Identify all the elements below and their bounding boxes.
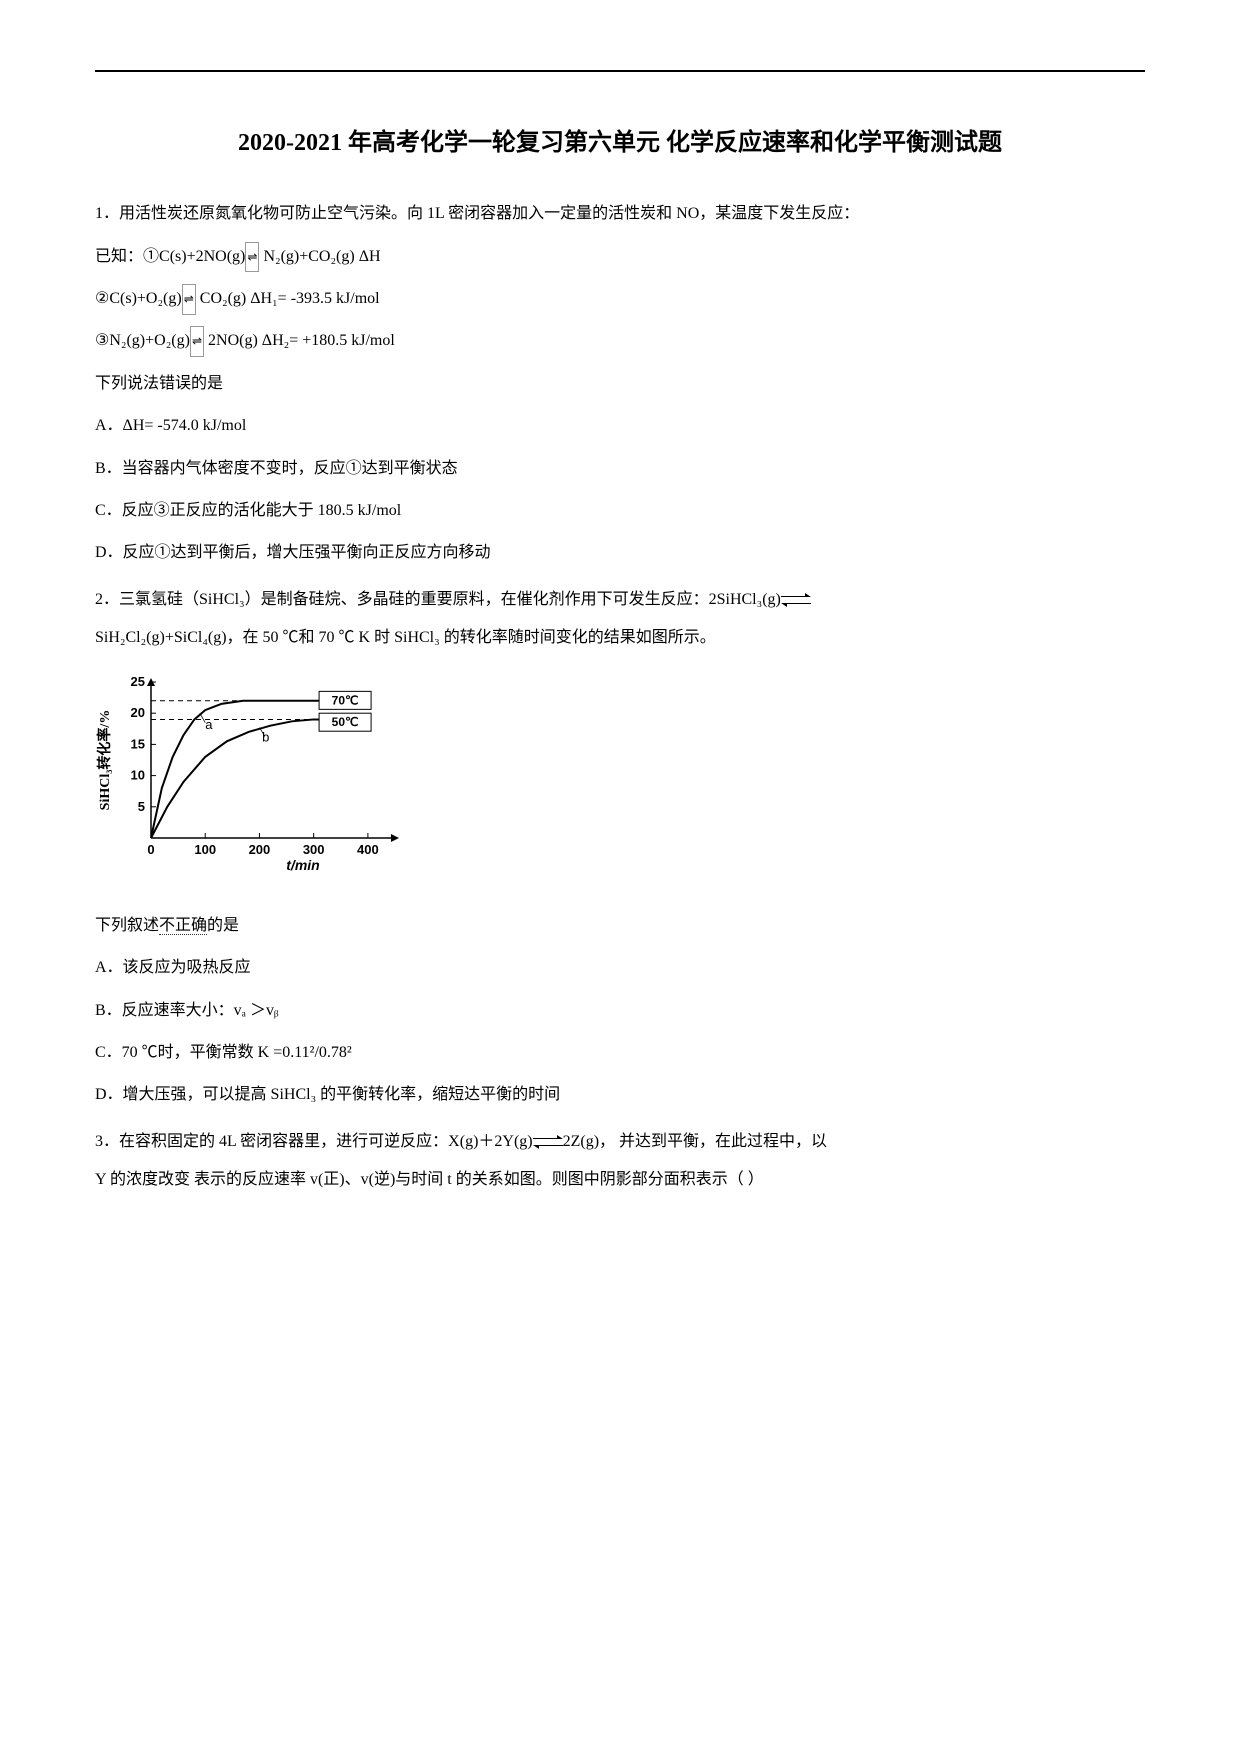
q1-eq2-left: ②C(s)+O₂(g)	[95, 290, 182, 307]
q3-intro-part2: 2Z(g)， 并达到平衡，在此过程中，以	[563, 1133, 827, 1150]
q1-intro: 1．用活性炭还原氮氧化物可防止空气污染。向 1L 密闭容器加入一定量的活性炭和 …	[95, 195, 1145, 233]
q1-equation-2: ②C(s)+O₂(g)⇌ CO₂(g) ΔH₁= -393.5 kJ/mol	[95, 280, 1145, 318]
q3-line2: Y 的浓度改变 表示的反应速率 v(正)、v(逆)与时间 t 的关系如图。则图中…	[95, 1161, 1145, 1199]
question-2: 2．三氯氢硅（SiHCl₃）是制备硅烷、多晶硅的重要原料，在催化剂作用下可发生反…	[95, 581, 1145, 1115]
placeholder-symbol: ⇌	[182, 284, 196, 315]
placeholder-symbol: ⇌	[245, 242, 259, 273]
q2-option-a: A．该反应为吸热反应	[95, 949, 1145, 987]
svg-text:5: 5	[138, 799, 145, 814]
svg-text:SiHCl₃转化率/%: SiHCl₃转化率/%	[96, 710, 113, 811]
q1-option-d: D．反应①达到平衡后，增大压强平衡向正反应方向移动	[95, 534, 1145, 572]
q2-option-d: D．增大压强，可以提高 SiHCl₃ 的平衡转化率，缩短达平衡的时间	[95, 1076, 1145, 1114]
svg-text:70℃: 70℃	[332, 694, 359, 708]
q3-intro: 3．在容积固定的 4L 密闭容器里，进行可逆反应：X(g)＋2Y(g) 2Z(g)…	[95, 1123, 1145, 1161]
svg-text:a: a	[205, 717, 213, 732]
q2-intro: 2．三氯氢硅（SiHCl₃）是制备硅烷、多晶硅的重要原料，在催化剂作用下可发生反…	[95, 581, 1145, 619]
svg-text:200: 200	[249, 842, 271, 857]
q2-subprompt-prefix: 下列叙述	[95, 917, 159, 934]
q1-eq3-right: 2NO(g) ΔH₂= +180.5 kJ/mol	[204, 332, 395, 349]
q2-option-b: B．反应速率大小：vₐ ＞vᵦ	[95, 992, 1145, 1030]
conversion-rate-chart: 5 10 15 20 25 0 100 200 300 400 SiHCl₃转化率/% t/min a b…	[95, 672, 405, 887]
svg-text:0: 0	[147, 842, 154, 857]
q1-eq2-right: CO₂(g) ΔH₁= -393.5 kJ/mol	[196, 290, 380, 307]
q1-eq1-left: ①C(s)+2NO(g)	[143, 248, 245, 265]
svg-text:b: b	[262, 730, 269, 745]
svg-text:100: 100	[194, 842, 216, 857]
q1-option-c: C．反应③正反应的活化能大于 180.5 kJ/mol	[95, 492, 1145, 530]
svg-text:10: 10	[131, 768, 145, 783]
q1-eq1-right: N₂(g)+CO₂(g) ΔH	[259, 248, 380, 265]
q3-intro-part1: 3．在容积固定的 4L 密闭容器里，进行可逆反应：X(g)＋2Y(g)	[95, 1133, 533, 1150]
svg-text:15: 15	[131, 737, 145, 752]
equilibrium-arrow-icon	[533, 1137, 563, 1147]
top-divider	[95, 70, 1145, 72]
q2-intro-line2: SiH₂Cl₂(g)+SiCl₄(g)，在 50 ℃和 70 ℃ K 时 SiH…	[95, 619, 1145, 657]
svg-text:20: 20	[131, 706, 145, 721]
svg-text:300: 300	[303, 842, 325, 857]
q2-subprompt-suffix: 的是	[207, 917, 239, 934]
q1-option-a: A．ΔH= -574.0 kJ/mol	[95, 407, 1145, 445]
q2-subprompt-emph: 不正确	[159, 917, 207, 935]
q1-eq3-left: ③N₂(g)+O₂(g)	[95, 332, 190, 349]
svg-text:400: 400	[357, 842, 379, 857]
chart-svg: 5 10 15 20 25 0 100 200 300 400 SiHCl₃转化率/% t/min a b…	[95, 672, 405, 872]
question-3: 3．在容积固定的 4L 密闭容器里，进行可逆反应：X(g)＋2Y(g) 2Z(g)…	[95, 1123, 1145, 1200]
q2-subprompt: 下列叙述不正确的是	[95, 907, 1145, 945]
placeholder-symbol: ⇌	[190, 326, 204, 357]
svg-text:25: 25	[131, 674, 145, 689]
q1-subprompt: 下列说法错误的是	[95, 365, 1145, 403]
svg-text:t/min: t/min	[286, 857, 319, 872]
q2-option-c: C．70 ℃时，平衡常数 K =0.11²/0.78²	[95, 1034, 1145, 1072]
equilibrium-arrow-icon	[781, 595, 811, 605]
question-1: 1．用活性炭还原氮氧化物可防止空气污染。向 1L 密闭容器加入一定量的活性炭和 …	[95, 195, 1145, 573]
q2-intro-part1: 2．三氯氢硅（SiHCl₃）是制备硅烷、多晶硅的重要原料，在催化剂作用下可发生反…	[95, 591, 781, 608]
q1-equation-1: 已知：①C(s)+2NO(g)⇌ N₂(g)+CO₂(g) ΔH	[95, 238, 1145, 276]
q1-option-b: B．当容器内气体密度不变时，反应①达到平衡状态	[95, 450, 1145, 488]
q1-given-label: 已知：	[95, 248, 143, 265]
q1-equation-3: ③N₂(g)+O₂(g)⇌ 2NO(g) ΔH₂= +180.5 kJ/mol	[95, 322, 1145, 360]
page-title: 2020-2021 年高考化学一轮复习第六单元 化学反应速率和化学平衡测试题	[95, 122, 1145, 165]
svg-text:50℃: 50℃	[332, 716, 359, 730]
